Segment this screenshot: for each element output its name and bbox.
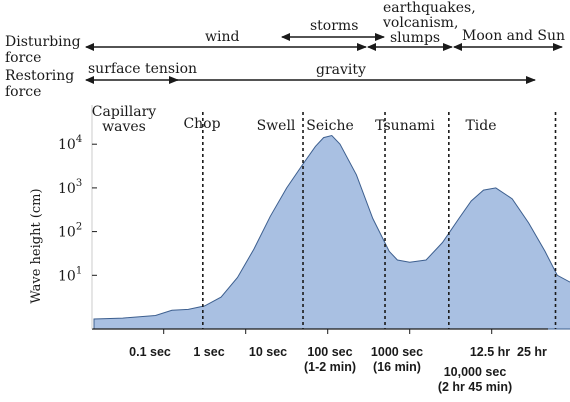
x-tick-sublabel: (1-2 min) bbox=[304, 360, 356, 374]
disturbing-force-label: Disturbing force bbox=[5, 34, 85, 66]
gravity-label: gravity bbox=[316, 62, 366, 78]
y-tick-label: 102 bbox=[58, 222, 82, 241]
y-tick-label: 103 bbox=[58, 178, 82, 197]
region-label: Swell bbox=[257, 118, 296, 134]
surface-tension-label: surface tension bbox=[88, 61, 197, 77]
x-tick-label: 25 hr bbox=[517, 345, 547, 359]
earthquakes-label: earthquakes, volcanism, slumps bbox=[382, 0, 480, 46]
disturbing-force-arrows bbox=[85, 33, 563, 51]
x-tick-label: 10 sec bbox=[249, 345, 287, 359]
moon-sun-label: Moon and Sun bbox=[462, 28, 565, 44]
region-label: Tide bbox=[465, 118, 496, 134]
x-tick-label: 10,000 sec bbox=[444, 365, 507, 379]
region-label: Tsunami bbox=[375, 118, 435, 134]
x-tick-label: 0.1 sec bbox=[129, 345, 171, 359]
region-label: Chop bbox=[183, 116, 220, 132]
region-label: Capillary bbox=[92, 104, 156, 120]
x-ticks: 0.1 sec 1 sec 10 sec 100 sec(1-2 min) 1000 s… bbox=[129, 329, 547, 394]
y-tick-label: 101 bbox=[58, 265, 82, 284]
x-tick-sublabel: (2 hr 45 min) bbox=[438, 380, 512, 394]
wind-label: wind bbox=[205, 29, 239, 45]
wave-energy-area bbox=[93, 134, 570, 330]
x-tick-label: 100 sec bbox=[307, 345, 352, 359]
region-boundaries bbox=[202, 112, 557, 329]
y-tick-label: 104 bbox=[58, 134, 82, 153]
y-ticks: 101 102 103 104 bbox=[58, 134, 97, 284]
restoring-force-label: Restoring force bbox=[5, 68, 79, 100]
region-label: Seiche bbox=[306, 118, 354, 134]
x-tick-sublabel: (16 min) bbox=[373, 360, 421, 374]
storms-label: storms bbox=[310, 18, 358, 34]
y-axis-label: Wave height (cm) bbox=[29, 188, 44, 303]
x-tick-label: 1000 sec bbox=[371, 345, 423, 359]
region-label-line2: waves bbox=[102, 119, 146, 135]
x-tick-label: 1 sec bbox=[193, 345, 224, 359]
x-tick-label: 12.5 hr bbox=[470, 345, 510, 359]
